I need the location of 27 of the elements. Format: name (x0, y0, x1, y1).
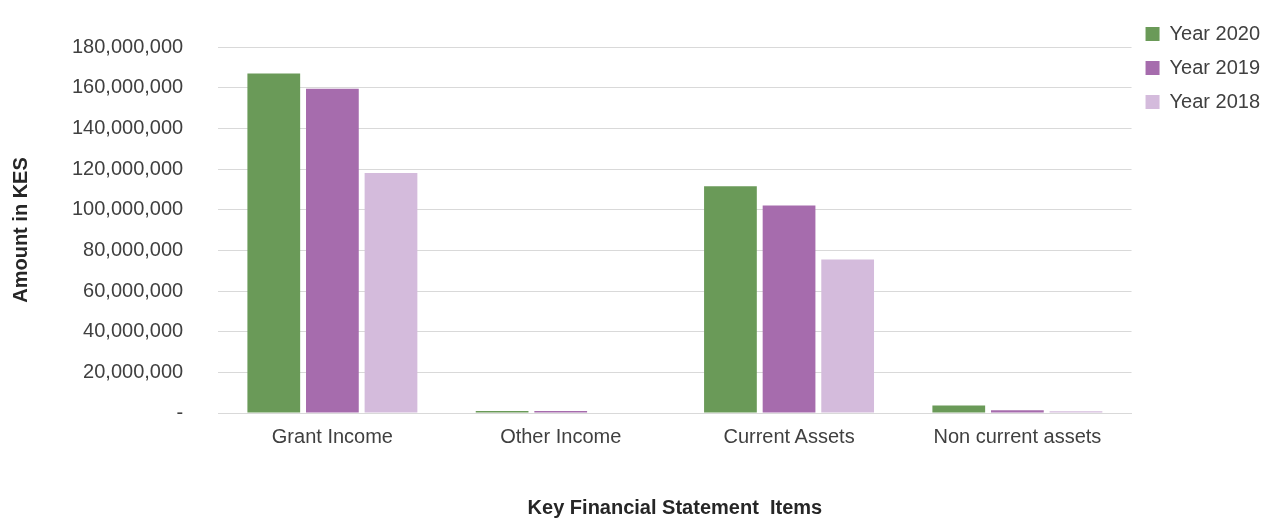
y-tick-label: - (176, 400, 184, 423)
bar (306, 88, 359, 413)
bar (247, 73, 301, 413)
y-tick-label: 140,000,000 (71, 115, 184, 138)
y-tick-label: 80,000,000 (83, 237, 184, 260)
bar (932, 405, 986, 413)
y-tick-label: 160,000,000 (71, 75, 184, 98)
bar (364, 173, 418, 413)
y-tick-label: 60,000,000 (83, 278, 184, 301)
bar (991, 410, 1044, 413)
y-axis-title: Amount in KES (8, 157, 31, 303)
y-tick-label: 40,000,000 (83, 319, 184, 342)
y-tick-label: 180,000,000 (71, 34, 184, 57)
x-tick-label: Other Income (500, 424, 622, 447)
y-tick-label: 20,000,000 (83, 359, 184, 382)
bar (704, 186, 757, 413)
y-tick-label: 120,000,000 (71, 156, 184, 179)
legend-label: Year 2020 (1169, 21, 1261, 44)
bar (762, 205, 816, 413)
x-tick-label: Non current assets (933, 424, 1102, 447)
x-tick-label: Current Assets (723, 424, 855, 447)
legend-label: Year 2019 (1169, 55, 1261, 78)
bar (821, 259, 875, 413)
y-tick-label: 100,000,000 (71, 197, 184, 220)
x-axis-title: Key Financial Statement Items (527, 495, 823, 518)
x-tick-label: Grant Income (271, 424, 393, 447)
legend-label: Year 2018 (1169, 89, 1261, 112)
